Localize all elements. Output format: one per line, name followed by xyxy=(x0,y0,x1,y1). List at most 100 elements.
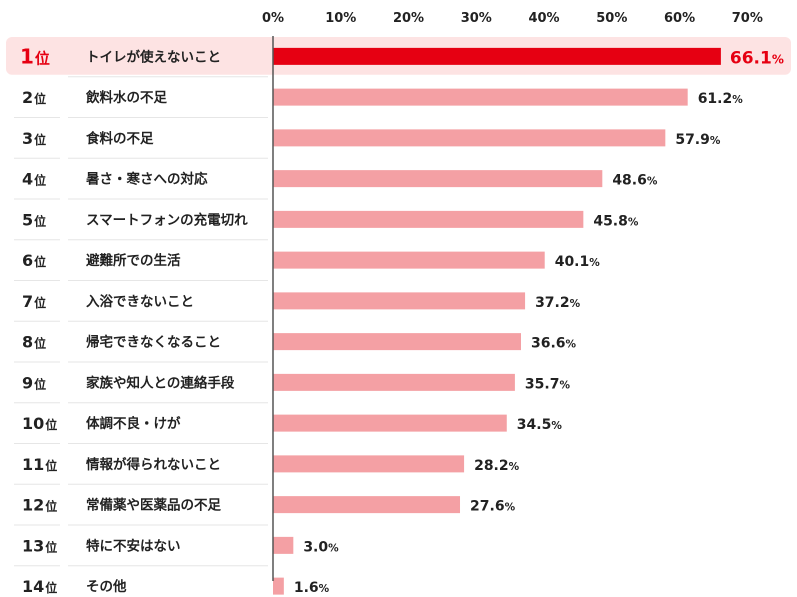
value-label: 61.2% xyxy=(698,91,744,107)
chart-row: 3位 食料の不足 57.9% xyxy=(14,129,721,159)
category-label: 食料の不足 xyxy=(86,130,154,147)
category-label: 入浴できないこと xyxy=(86,293,194,310)
rank-label: 4位 xyxy=(22,170,46,189)
value-suffix: % xyxy=(509,461,520,473)
bar xyxy=(273,88,688,106)
x-tick-label: 70% xyxy=(732,11,763,26)
value-number: 27.6 xyxy=(470,499,505,515)
value-suffix: % xyxy=(647,176,658,188)
chart-row: 7位 入浴できないこと 37.2% xyxy=(14,292,581,322)
value-number: 48.6 xyxy=(612,173,647,189)
bar xyxy=(273,170,603,188)
chart-row: 2位 飲料水の不足 61.2% xyxy=(14,88,744,118)
rank-number: 12 xyxy=(22,496,44,515)
bar xyxy=(273,292,526,310)
rank-label: 7位 xyxy=(22,292,46,311)
bar xyxy=(273,251,545,269)
rank-label: 5位 xyxy=(22,210,46,229)
value-number: 36.6 xyxy=(531,336,566,352)
value-number: 57.9 xyxy=(675,132,710,148)
value-suffix: % xyxy=(319,583,330,595)
value-suffix: % xyxy=(710,135,721,147)
value-number: 40.1 xyxy=(555,254,590,270)
category-label: 飲料水の不足 xyxy=(85,89,167,106)
rank-number: 13 xyxy=(22,536,44,555)
value-suffix: % xyxy=(559,379,570,391)
rank-suffix: 位 xyxy=(45,499,57,514)
value-number: 34.5 xyxy=(517,417,552,433)
value-suffix: % xyxy=(551,420,562,432)
value-number: 37.2 xyxy=(535,295,570,311)
rank-suffix: 位 xyxy=(45,417,57,432)
rank-number: 9 xyxy=(22,373,33,392)
category-label: 家族や知人との連絡手段 xyxy=(86,374,235,391)
rank-suffix: 位 xyxy=(45,539,57,554)
x-axis-ticks: 0% 10% 20% 30% 40% 50% 60% 70% xyxy=(262,11,763,26)
category-label: 情報が得られないこと xyxy=(86,456,221,473)
x-tick-label: 10% xyxy=(325,11,356,26)
chart-row: 5位 スマートフォンの充電切れ 45.8% xyxy=(14,210,639,241)
value-suffix: % xyxy=(505,502,516,514)
rank-suffix: 位 xyxy=(45,580,57,595)
rank-suffix: 位 xyxy=(34,336,46,351)
rank-label: 12位 xyxy=(22,496,57,515)
rank-suffix: 位 xyxy=(34,213,46,228)
rank-label: 6位 xyxy=(22,251,46,270)
rank-number: 5 xyxy=(22,210,33,229)
rank-suffix: 位 xyxy=(34,132,46,147)
chart-row: 1位 トイレが使えないこと 66.1% xyxy=(6,37,791,78)
bar xyxy=(273,333,522,351)
rank-number: 4 xyxy=(22,170,33,189)
bar xyxy=(273,414,507,432)
category-label: トイレが使えないこと xyxy=(86,48,221,65)
value-label: 66.1% xyxy=(730,48,784,68)
bar xyxy=(273,496,461,514)
category-label: 常備薬や医薬品の不足 xyxy=(86,497,221,514)
x-tick-label: 40% xyxy=(528,11,559,26)
value-suffix: % xyxy=(589,257,600,269)
chart-row: 12位 常備薬や医薬品の不足 27.6% xyxy=(14,496,516,526)
value-label: 27.6% xyxy=(470,499,516,515)
value-suffix: % xyxy=(772,52,784,66)
category-label: 体調不良・けが xyxy=(86,415,181,432)
value-number: 61.2 xyxy=(698,91,733,107)
bar xyxy=(273,536,294,554)
chart-row: 4位 暑さ・寒さへの対応 48.6% xyxy=(14,170,658,200)
chart-row: 6位 避難所での生活 40.1% xyxy=(14,251,600,281)
rank-suffix: 位 xyxy=(45,458,57,473)
category-label: 特に不安はない xyxy=(86,537,181,554)
value-suffix: % xyxy=(570,298,581,310)
rank-number: 1 xyxy=(20,44,34,68)
value-label: 45.8% xyxy=(593,213,639,229)
rank-label: 13位 xyxy=(22,536,57,555)
category-label: 帰宅できなくなること xyxy=(86,334,221,351)
value-label: 37.2% xyxy=(535,295,581,311)
category-label: その他 xyxy=(86,578,127,595)
rank-label: 1位 xyxy=(20,44,50,68)
x-tick-label: 50% xyxy=(596,11,627,26)
rank-number: 6 xyxy=(22,251,33,270)
value-suffix: % xyxy=(328,542,339,554)
top-bar xyxy=(273,47,721,65)
category-label: 暑さ・寒さへの対応 xyxy=(86,171,208,188)
rank-suffix: 位 xyxy=(34,295,46,310)
rank-number: 10 xyxy=(22,414,44,433)
rank-suffix: 位 xyxy=(34,91,46,106)
value-label: 48.6% xyxy=(612,173,658,189)
bar xyxy=(273,373,515,391)
chart-rows: 1位 トイレが使えないこと 66.1%2位 飲料水の不足 61.2%3位 食料の不足 57.… xyxy=(6,37,791,596)
rank-number: 3 xyxy=(22,129,33,148)
rank-label: 9位 xyxy=(22,373,46,392)
value-suffix: % xyxy=(566,339,577,351)
rank-number: 8 xyxy=(22,333,33,352)
value-number: 3.0 xyxy=(303,539,328,555)
rank-suffix: 位 xyxy=(34,376,46,391)
value-suffix: % xyxy=(628,216,639,228)
value-label: 36.6% xyxy=(531,336,577,352)
rank-number: 11 xyxy=(22,455,44,474)
chart-row: 8位 帰宅できなくなること 36.6% xyxy=(14,333,577,363)
rank-suffix: 位 xyxy=(34,173,46,188)
value-number: 28.2 xyxy=(474,458,509,474)
rank-suffix: 位 xyxy=(34,254,46,269)
